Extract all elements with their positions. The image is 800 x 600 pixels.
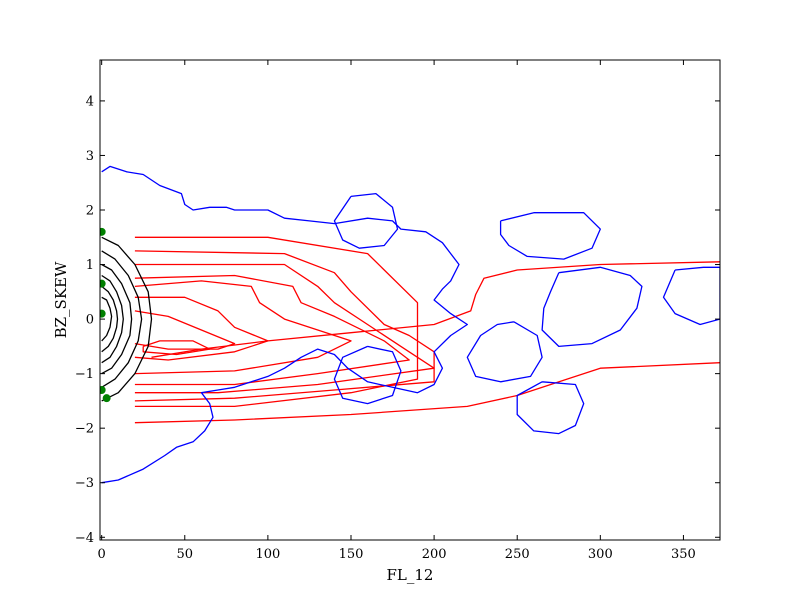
scatter-point-0 <box>100 227 106 236</box>
tick-layer: 0 50 100 150 200 250 300 350 −4 −3 −2 −1 0 1 2 3 4 <box>75 60 720 562</box>
contour-line-0-5 <box>134 274 410 386</box>
x-tick-label-6: 300 <box>588 547 613 562</box>
contour-line-1-3 <box>662 266 720 326</box>
x-tick-label-5: 250 <box>505 547 530 562</box>
contour-line-0-2 <box>134 236 419 408</box>
y-tick-label-5: 1 <box>86 258 94 273</box>
contour-line-0-3 <box>134 250 435 402</box>
contour-line-1-0 <box>101 165 468 484</box>
x-tick-label-7: 350 <box>671 547 696 562</box>
contour-line-0-4 <box>134 263 435 394</box>
contour-line-0-0 <box>151 261 720 358</box>
x-tick-label-2: 100 <box>255 547 280 562</box>
contour-line-3-1 <box>101 250 143 388</box>
contour-line-1-2 <box>541 266 643 348</box>
y-tick-label-7: 3 <box>86 149 94 164</box>
scatter-point-1 <box>100 279 106 288</box>
contour-line-1-4 <box>516 381 585 435</box>
y-tick-label-8: 4 <box>86 94 94 109</box>
y-tick-label-6: 2 <box>86 204 94 219</box>
x-tick-label-4: 200 <box>422 547 447 562</box>
contour-line-0-8 <box>134 310 236 350</box>
contour-line-2-0 <box>333 192 399 249</box>
axes-frame <box>99 59 721 541</box>
x-axis-label: FL_12 <box>387 566 434 584</box>
contour-line-0-6 <box>134 280 352 375</box>
contour-line-1-1 <box>499 212 601 260</box>
y-tick-label-0: −4 <box>75 531 94 546</box>
y-tick-label-2: −2 <box>75 422 94 437</box>
y-tick-label-3: −1 <box>75 367 94 382</box>
series-layer <box>100 165 720 484</box>
contour-line-0-9 <box>142 340 211 356</box>
contour-line-3-2 <box>101 263 133 375</box>
y-tick-label-4: 0 <box>86 313 94 328</box>
x-tick-label-1: 50 <box>176 547 193 562</box>
y-tick-label-1: −3 <box>75 476 94 491</box>
plot-area <box>100 60 720 540</box>
x-tick-label-3: 150 <box>339 547 364 562</box>
scatter-point-4 <box>102 394 111 403</box>
x-tick-label-0: 0 <box>98 547 106 562</box>
contour-line-1-5 <box>466 321 543 383</box>
contour-line-3-5 <box>101 296 113 342</box>
contour-line-3-4 <box>101 285 119 353</box>
y-axis-label: BZ_SKEW <box>52 261 70 338</box>
contour-line-3-0 <box>101 236 153 402</box>
contour-line-0-7 <box>134 296 269 361</box>
contour-line-2-1 <box>333 345 402 405</box>
scatter-point-2 <box>100 309 106 318</box>
contour-line-0-1 <box>134 362 720 424</box>
contour-line-3-3 <box>101 274 124 364</box>
scatter-point-3 <box>100 386 106 394</box>
